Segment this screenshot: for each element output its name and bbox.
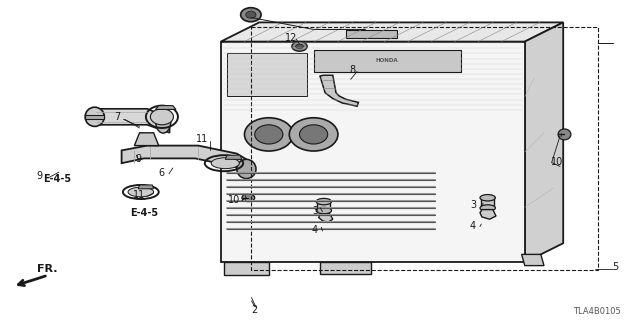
- Ellipse shape: [480, 195, 495, 201]
- Text: 2: 2: [252, 305, 258, 315]
- Text: E-4-5: E-4-5: [130, 208, 158, 218]
- Text: 9: 9: [135, 154, 141, 164]
- Polygon shape: [522, 254, 544, 266]
- Polygon shape: [221, 22, 563, 42]
- Text: TLA4B0105: TLA4B0105: [573, 308, 621, 316]
- Text: 11: 11: [196, 134, 209, 144]
- Polygon shape: [138, 185, 154, 189]
- Text: 10: 10: [227, 195, 240, 205]
- Ellipse shape: [246, 11, 256, 18]
- Text: 7: 7: [114, 112, 120, 122]
- Text: 12: 12: [285, 33, 298, 43]
- Polygon shape: [221, 42, 525, 262]
- Ellipse shape: [237, 159, 256, 179]
- Text: 11: 11: [133, 190, 146, 200]
- Ellipse shape: [255, 125, 283, 144]
- Text: 8: 8: [349, 65, 355, 75]
- Polygon shape: [314, 50, 461, 72]
- Polygon shape: [224, 262, 269, 275]
- Bar: [251, 27, 598, 270]
- Ellipse shape: [150, 109, 173, 125]
- Polygon shape: [317, 202, 330, 211]
- Polygon shape: [85, 115, 104, 119]
- Polygon shape: [346, 30, 397, 38]
- Polygon shape: [225, 155, 242, 159]
- Text: 4: 4: [469, 220, 476, 231]
- Polygon shape: [134, 133, 159, 146]
- Polygon shape: [480, 210, 496, 219]
- Text: E-4-5: E-4-5: [44, 174, 72, 184]
- Text: 6: 6: [158, 168, 164, 178]
- Polygon shape: [320, 75, 358, 106]
- Polygon shape: [227, 53, 307, 96]
- Ellipse shape: [558, 129, 571, 140]
- Polygon shape: [156, 106, 176, 109]
- Polygon shape: [122, 146, 253, 174]
- Ellipse shape: [85, 107, 104, 126]
- Ellipse shape: [241, 8, 261, 22]
- Ellipse shape: [211, 158, 239, 169]
- Ellipse shape: [292, 42, 307, 51]
- Ellipse shape: [244, 118, 293, 151]
- Ellipse shape: [289, 118, 338, 151]
- Text: 9: 9: [36, 171, 43, 181]
- Ellipse shape: [242, 194, 255, 202]
- Polygon shape: [320, 262, 371, 274]
- Ellipse shape: [300, 125, 328, 144]
- Polygon shape: [93, 109, 170, 133]
- Polygon shape: [481, 198, 494, 208]
- Ellipse shape: [296, 44, 303, 49]
- Ellipse shape: [480, 205, 495, 211]
- Text: 3: 3: [470, 200, 477, 210]
- Text: 3: 3: [312, 206, 318, 216]
- Ellipse shape: [156, 109, 171, 133]
- Polygon shape: [525, 22, 563, 262]
- Text: 4: 4: [312, 225, 318, 236]
- Ellipse shape: [128, 187, 154, 197]
- Ellipse shape: [316, 207, 332, 214]
- Text: FR.: FR.: [37, 264, 58, 274]
- Text: 10: 10: [550, 156, 563, 167]
- Text: HONDA: HONDA: [376, 58, 399, 63]
- Ellipse shape: [316, 198, 332, 205]
- Polygon shape: [319, 214, 333, 222]
- Text: 5: 5: [612, 262, 619, 272]
